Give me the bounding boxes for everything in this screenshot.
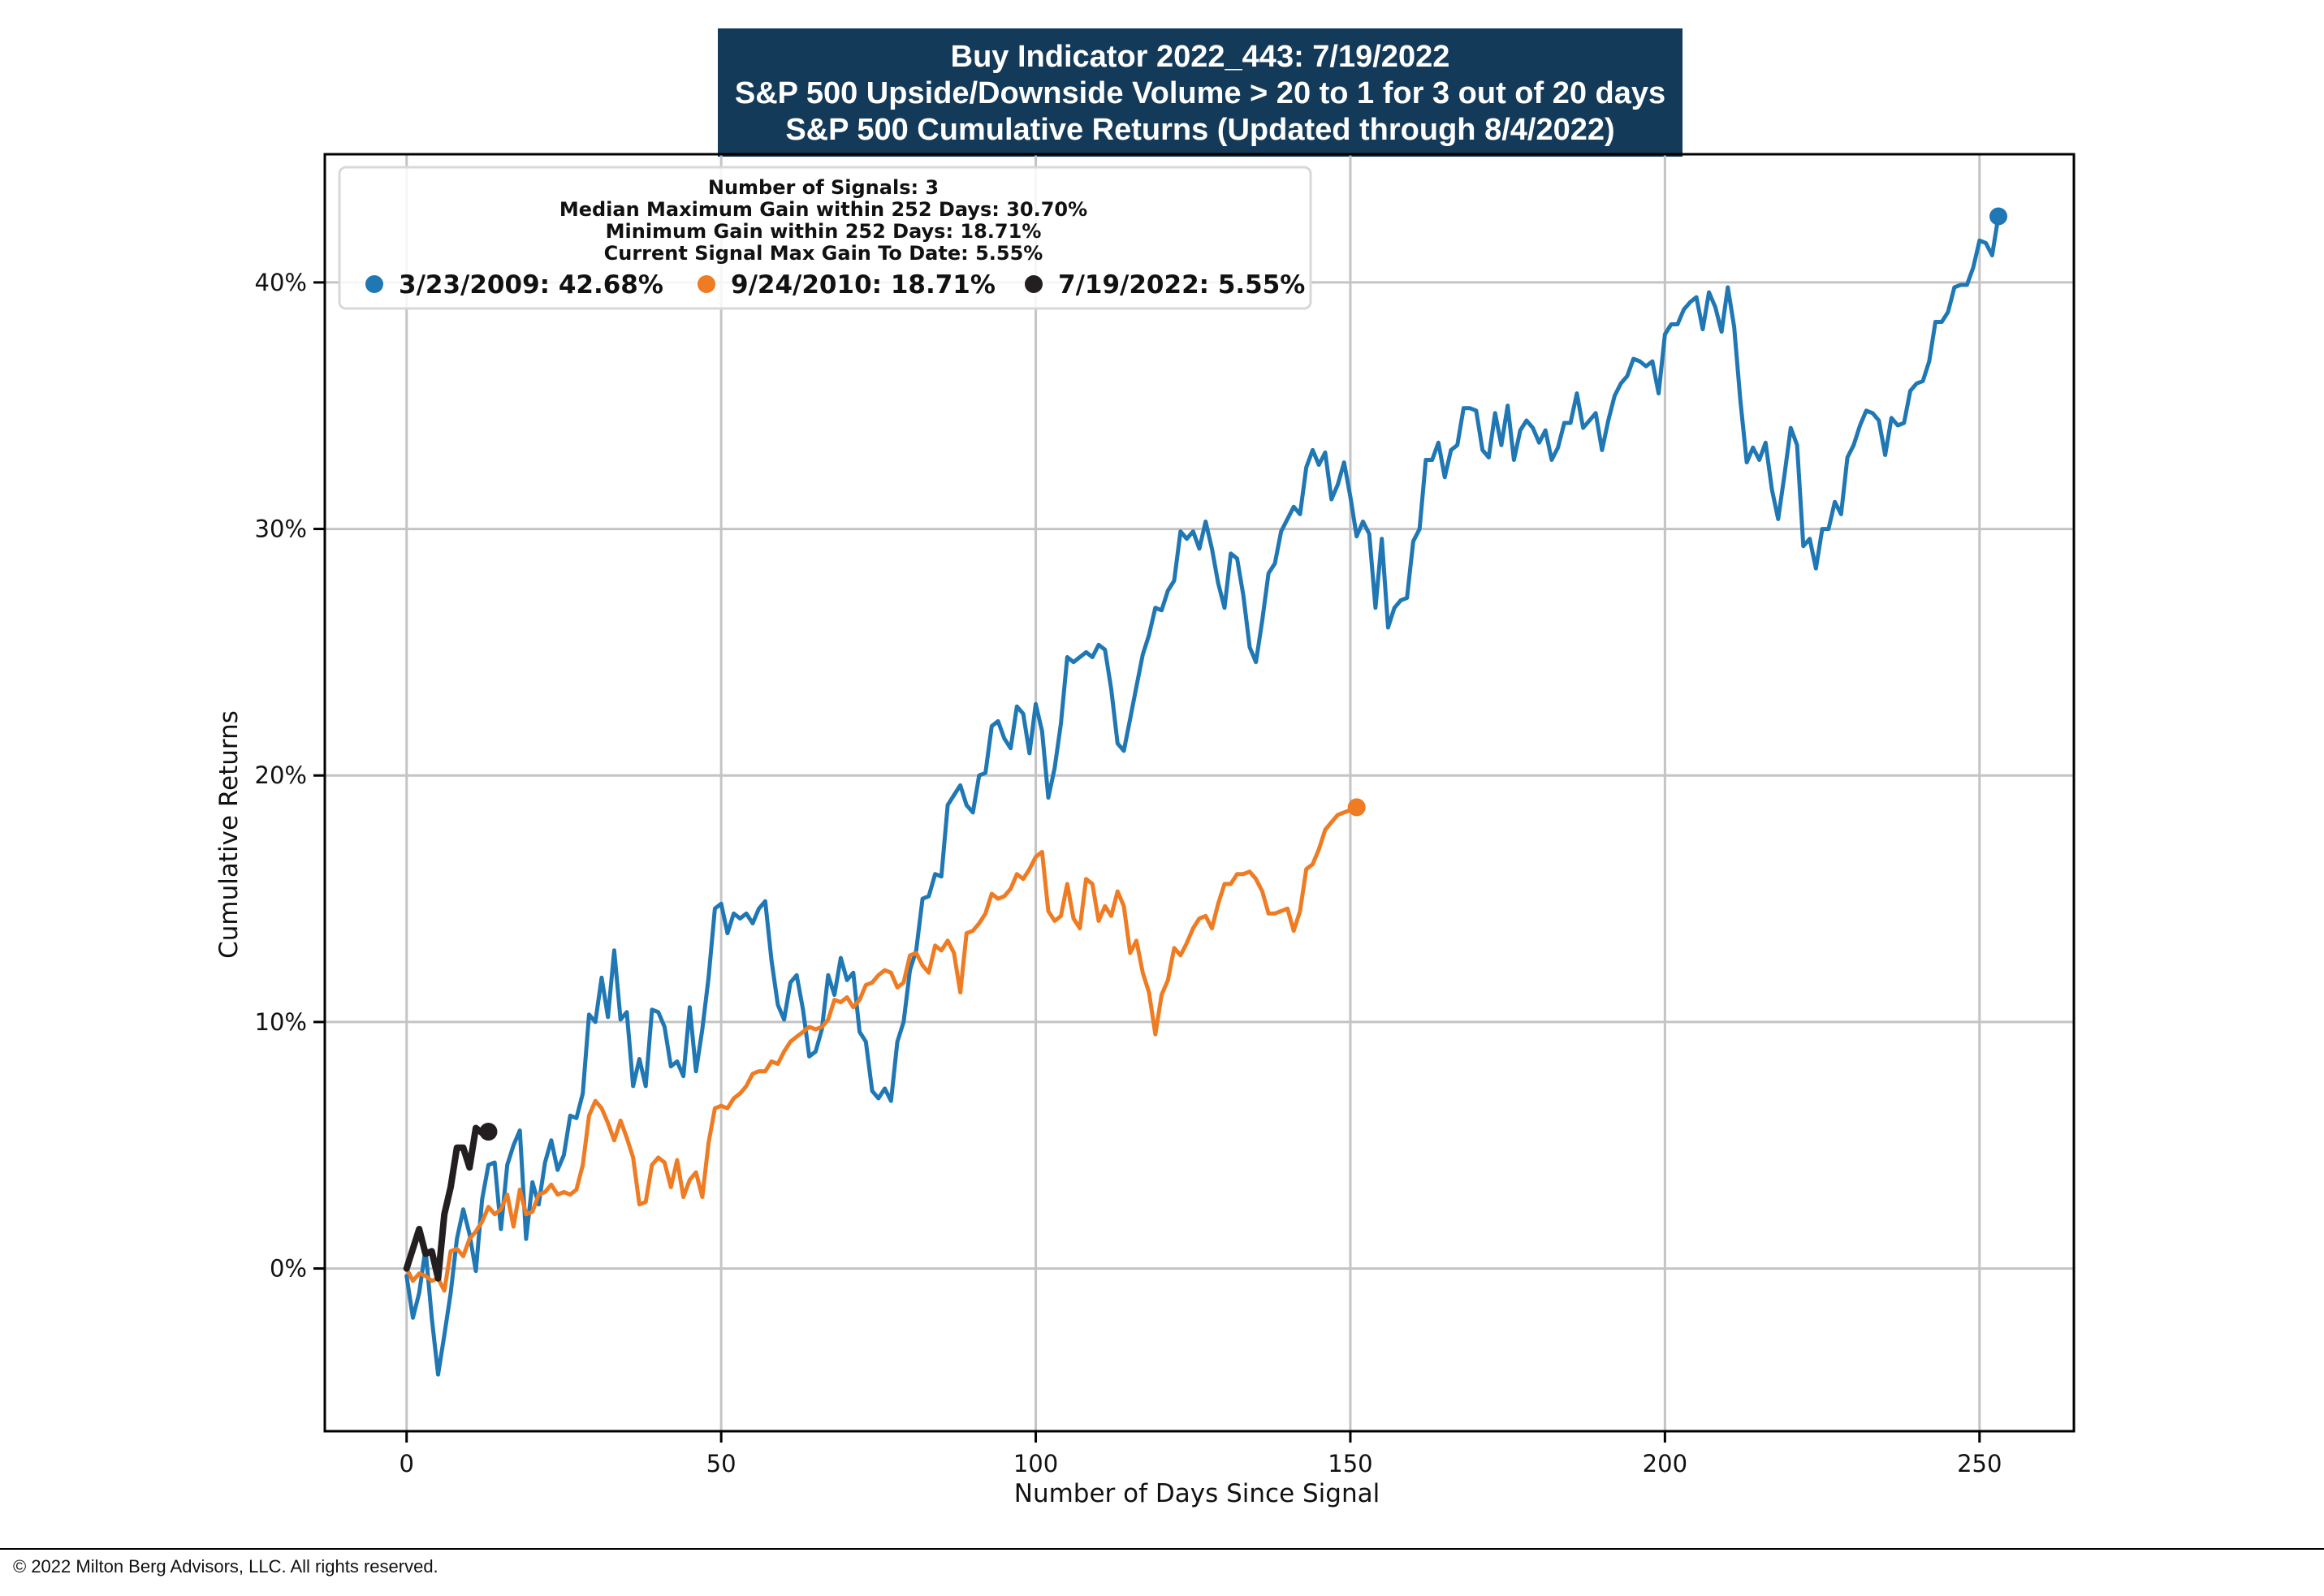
y-tick-label: 20% [255,761,307,789]
legend-header-median: Median Maximum Gain within 252 Days: 30.… [559,198,1087,221]
x-tick-label: 200 [1643,1450,1687,1477]
series-line-2 [404,804,1359,1293]
y-tick-label: 10% [255,1008,307,1036]
legend-marker-1 [365,275,383,293]
legend-label-3: 7/19/2022: 5.55% [1058,270,1305,300]
legend-marker-3 [1025,275,1043,293]
y-tick-label: 40% [255,269,307,296]
y-tick-label: 0% [270,1255,307,1283]
series-lines [403,207,2008,1377]
series-endpoint-3 [479,1123,498,1141]
legend: Number of Signals: 3 Median Maximum Gain… [338,166,1312,310]
copyright-notice: © 2022 Milton Berg Advisors, LLC. All ri… [13,1556,438,1577]
x-tick-label: 100 [1013,1450,1058,1477]
series-line-1 [404,214,2001,1377]
y-axis-label: Cumulative Returns [214,710,244,959]
x-tick-label: 50 [706,1450,737,1477]
title-line-3: S&P 500 Cumulative Returns (Updated thro… [785,113,1614,147]
legend-header-minimum: Minimum Gain within 252 Days: 18.71% [606,220,1042,243]
series-line-3 [403,1124,492,1282]
series-endpoint-1 [1989,207,2008,226]
series-endpoint-2 [1347,798,1366,817]
legend-box [338,166,1312,310]
legend-entries: 3/23/2009: 42.68% 9/24/2010: 18.71% 7/19/2… [365,270,1305,300]
legend-header-signals: Number of Signals: 3 [708,176,939,199]
y-axis-ticks: 0% 10% 20% 30% 40% [255,269,325,1283]
title-line-2: S&P 500 Upside/Downside Volume > 20 to 1… [735,76,1665,110]
legend-label-2: 9/24/2010: 18.71% [731,270,996,300]
x-tick-label: 150 [1328,1450,1372,1477]
x-tick-label: 0 [400,1450,414,1477]
title-line-1: Buy Indicator 2022_443: 7/19/2022 [951,40,1450,74]
axes-frame [323,153,2076,1433]
x-axis-ticks: 0 50 100 150 200 250 [400,1431,2002,1477]
title-banner [718,28,1683,157]
y-tick-label: 30% [255,515,307,543]
legend-label-1: 3/23/2009: 42.68% [399,270,663,300]
legend-marker-2 [698,275,715,293]
legend-header-current: Current Signal Max Gain To Date: 5.55% [604,242,1043,265]
plot-area [323,153,2076,1433]
x-tick-label: 250 [1957,1450,2002,1477]
grid-lines [325,154,2074,1431]
x-axis-label: Number of Days Since Signal [1014,1479,1380,1508]
